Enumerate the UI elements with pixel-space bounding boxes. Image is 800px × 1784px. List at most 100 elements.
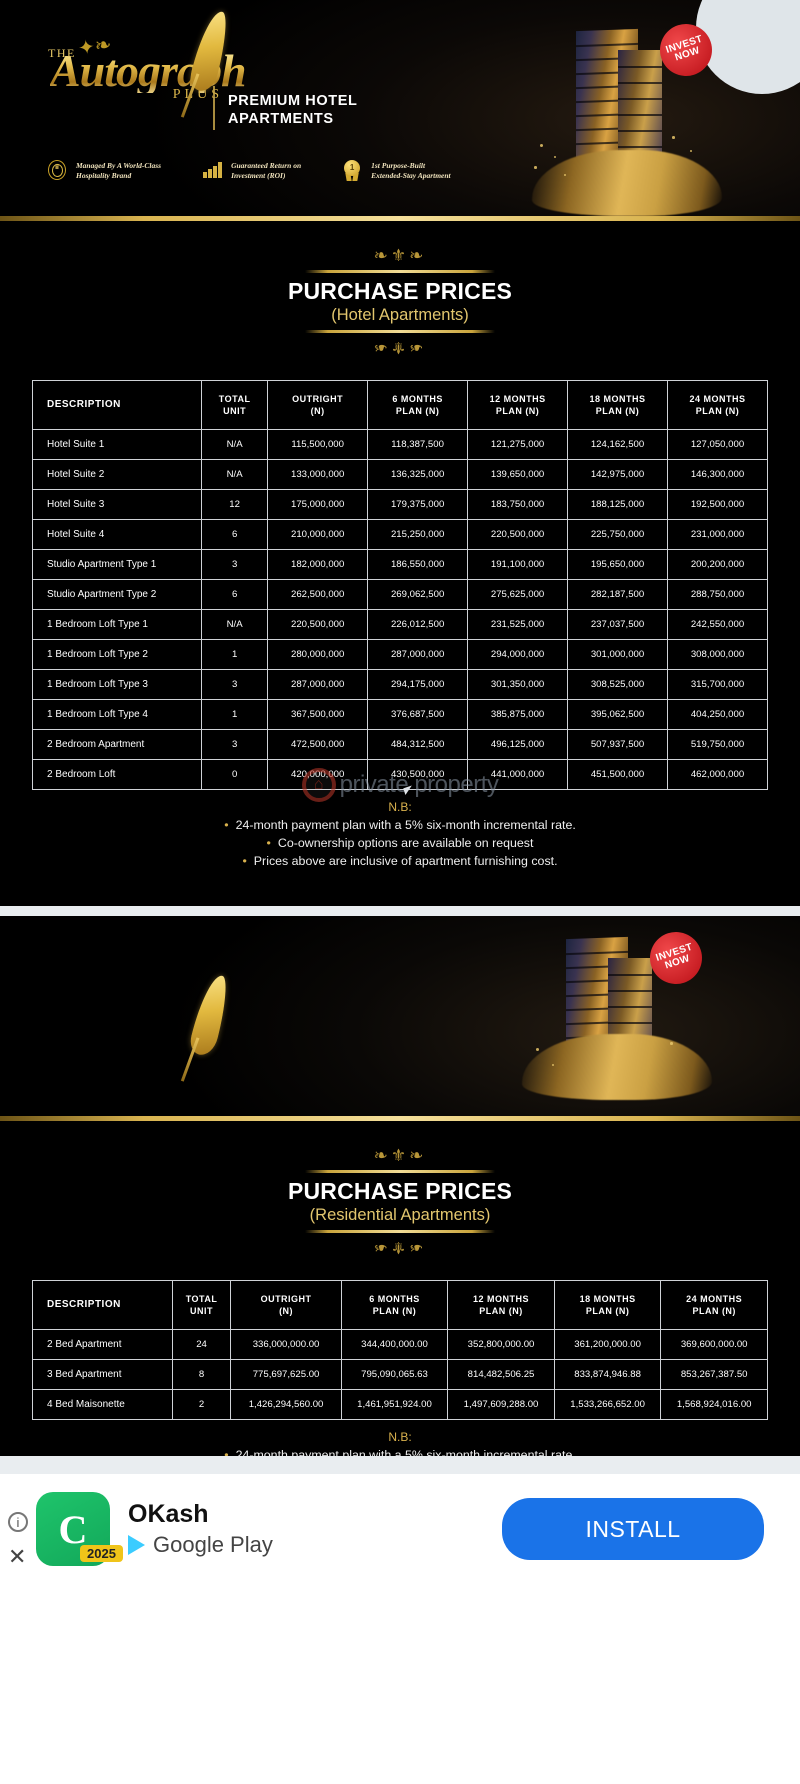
cell-value: 183,750,000: [467, 489, 569, 521]
section2-title-block: ❧⚜❧ PURCHASE PRICES (Residential Apartme…: [0, 1121, 800, 1262]
ad-separator: [0, 1468, 800, 1474]
table-col-header: TOTAL UNIT: [171, 1279, 232, 1331]
nb-title: N.B:: [388, 1430, 412, 1445]
cell-description: 2 Bed Apartment: [32, 1329, 173, 1361]
brand-logo-secondary: ✦❧ THE Autograph PLUS: [48, 964, 328, 1038]
cell-value: 1,568,924,016.00: [660, 1389, 768, 1421]
cell-value: 115,500,000: [267, 429, 369, 461]
cell-value: 451,500,000: [567, 759, 668, 791]
cell-value: N/A: [201, 429, 269, 461]
table-row: Hotel Suite 1 N/A 115,500,000 118,387,500 12…: [31, 429, 768, 461]
cell-value: 462,000,000: [667, 759, 768, 791]
install-button[interactable]: INSTALL: [502, 1498, 764, 1560]
nb-item: 24-month payment plan with a 5% six-mont…: [0, 1447, 800, 1456]
cell-value: 124,162,500: [567, 429, 668, 461]
cell-value: 226,012,500: [367, 609, 469, 641]
cell-value: N/A: [201, 609, 269, 641]
golden-hand-icon: [522, 1034, 712, 1100]
cell-value: 344,400,000.00: [340, 1329, 449, 1361]
hotel-prices-table: DESCRIPTION TOTAL UNIT OUTRIGHT (N) 6 MONTHS P…: [31, 379, 768, 791]
cell-value: 195,650,000: [567, 549, 668, 581]
section1-subtitle: (Hotel Apartments): [331, 306, 469, 324]
building-artwork: INVEST NOW: [522, 16, 722, 216]
cell-value: 188,125,000: [567, 489, 668, 521]
cell-value: N/A: [201, 459, 269, 491]
cell-description: 4 Bed Maisonette: [32, 1389, 173, 1421]
cell-value: 376,687,500: [367, 699, 469, 731]
cell-value: 133,000,000: [267, 459, 369, 491]
feature-list: Managed By A World-Class Hospitality Bra…: [48, 160, 451, 182]
logo-the: THE: [48, 46, 76, 60]
cell-value: 395,062,500: [567, 699, 668, 731]
cell-value: 127,050,000: [667, 429, 768, 461]
cell-value: 420,000,000: [267, 759, 369, 791]
okash-app-icon[interactable]: C 2025: [36, 1492, 123, 1566]
nb-item: Prices above are inclusive of apartment …: [0, 853, 800, 871]
cell-value: 301,000,000: [567, 639, 668, 671]
section2-title: PURCHASE PRICES: [287, 1178, 513, 1204]
cell-description: Studio Apartment Type 1: [31, 549, 203, 581]
bar-chart-icon: [203, 160, 223, 182]
cell-value: 179,375,000: [367, 489, 469, 521]
cell-description: Hotel Suite 2: [31, 459, 203, 491]
cell-value: 336,000,000.00: [230, 1329, 342, 1361]
cell-value: 294,175,000: [367, 669, 469, 701]
cell-value: 287,000,000: [267, 669, 369, 701]
cell-value: 352,800,000.00: [447, 1329, 555, 1361]
cell-value: 3: [201, 729, 269, 761]
cell-value: 192,500,000: [667, 489, 768, 521]
table-col-header: 12 MONTHS PLAN (N): [467, 379, 569, 431]
section1-title: PURCHASE PRICES: [287, 278, 513, 304]
cell-value: 269,062,500: [367, 579, 469, 611]
cell-value: 12: [201, 489, 269, 521]
cell-value: 200,200,000: [667, 549, 768, 581]
feature-text: Guaranteed Return on Investment (ROI): [231, 160, 302, 180]
table-col-header: 18 MONTHS PLAN (N): [567, 379, 668, 431]
tagline-line-2: APARTMENTS: [228, 111, 334, 128]
brand-tagline: PREMIUM HOTEL APARTMENTS: [228, 92, 357, 128]
cell-value: 430,500,000: [367, 759, 469, 791]
hotel-apartments-card: ✦❧ THE Autograph PLUS PREMIUM HOTEL APAR…: [0, 0, 800, 906]
feature-item-managed: Managed By A World-Class Hospitality Bra…: [48, 160, 161, 182]
section2-notes: N.B: 24-month payment plan with a 5% six…: [0, 1420, 800, 1456]
cell-value: 441,000,000: [467, 759, 569, 791]
feature-text: Managed By A World-Class Hospitality Bra…: [76, 160, 162, 180]
ornament-bottom-icon: ❧⚜❧: [373, 338, 427, 357]
feature-text: 1st Purpose-Built Extended-Stay Apartmen…: [371, 160, 451, 180]
ad-banner[interactable]: C 2025 OKash Google Play INSTALL: [0, 1474, 800, 1584]
table-col-header: 6 MONTHS PLAN (N): [340, 1279, 449, 1331]
cell-value: 6: [201, 579, 269, 611]
table-col-header: 12 MONTHS PLAN (N): [447, 1279, 555, 1331]
ad-close-icon[interactable]: ✕: [8, 1544, 27, 1569]
table-row: 2 Bedroom Apartment 3 472,500,000 484,312,5…: [31, 729, 768, 761]
table-col-header: 18 MONTHS PLAN (N): [553, 1279, 662, 1331]
brand-banner-secondary: ✦❧ THE Autograph PLUS: [0, 916, 800, 1116]
ad-store-name: Google Play: [153, 1531, 273, 1557]
ad-info-icon[interactable]: i: [8, 1512, 28, 1532]
table-header-row: DESCRIPTION TOTAL UNIT OUTRIGHT (N) 6 MONTHS P…: [32, 1279, 768, 1331]
ad-app-name: OKash: [128, 1500, 209, 1529]
ad-store-row: Google Play: [128, 1532, 502, 1558]
cell-value: 182,000,000: [267, 549, 369, 581]
building-artwork-secondary: INVEST NOW: [512, 924, 712, 1104]
table-row: 3 Bed Apartment 8 775,697,625.00 795,090,06…: [32, 1359, 768, 1391]
cell-value: 287,000,000: [367, 639, 469, 671]
cell-value: 146,300,000: [667, 459, 768, 491]
cell-description: Studio Apartment Type 2: [31, 579, 203, 611]
invest-now-badge[interactable]: INVEST NOW: [643, 925, 709, 991]
medal-icon: 1: [343, 160, 363, 182]
cell-value: 175,000,000: [267, 489, 369, 521]
cell-value: 484,312,500: [367, 729, 469, 761]
cell-value: 294,000,000: [467, 639, 569, 671]
cell-value: 0: [201, 759, 269, 791]
title-rule-bottom: [305, 1230, 495, 1233]
cell-value: 308,000,000: [667, 639, 768, 671]
cell-value: 301,350,000: [467, 669, 569, 701]
logo-flourish-icon: ✦❧: [48, 966, 75, 983]
cell-value: 142,975,000: [567, 459, 668, 491]
cell-value: 795,090,065.63: [340, 1359, 449, 1391]
title-rule-top: [305, 1170, 495, 1173]
table-col-header: TOTAL UNIT: [201, 379, 269, 431]
cell-value: 1,533,266,652.00: [553, 1389, 662, 1421]
